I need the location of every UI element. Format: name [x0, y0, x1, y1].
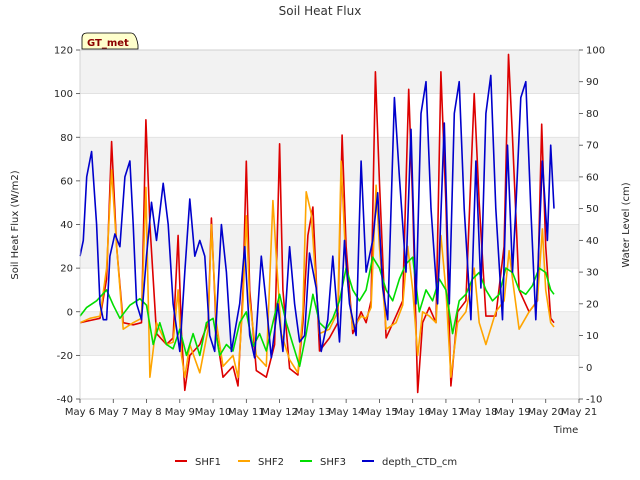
y-right-tick-label: 20 [586, 299, 599, 310]
y-right-tick-label: -10 [586, 395, 602, 406]
y-tick-label: 20 [60, 264, 73, 275]
y-tick-label: 120 [54, 46, 73, 57]
y-axis-title: Soil Heat Flux (W/m2) [10, 170, 21, 279]
site-label: GT_met [87, 38, 129, 49]
y-axis-title-right: Water Level (cm) [621, 182, 632, 267]
legend-label-shf2: SHF2 [258, 457, 284, 468]
x-tick-label: May 15 [361, 407, 398, 418]
x-tick-label: May 17 [428, 407, 465, 418]
series-line-shf1 [79, 53, 555, 394]
y-right-tick-label: 80 [586, 109, 599, 120]
plot-band [80, 224, 579, 269]
y-right-tick-label: 90 [586, 77, 599, 88]
x-axis-title: Time [553, 425, 578, 436]
legend-label-depth-ctd-cm: depth_CTD_cm [382, 457, 457, 468]
y-tick-label: 100 [54, 89, 73, 100]
plot-band [80, 137, 579, 181]
x-tick-label: May 16 [394, 407, 431, 418]
site-label-box: GT_met [81, 32, 139, 50]
y-right-tick-label: 10 [586, 331, 599, 342]
y-right-tick-label: 100 [586, 46, 605, 57]
x-tick-label: May 6 [65, 407, 95, 418]
x-tick-label: May 19 [494, 407, 531, 418]
site-label-shape [81, 32, 139, 50]
x-tick-label: May 14 [328, 407, 365, 418]
series-lines [79, 53, 555, 394]
x-tick-label: May 10 [195, 407, 232, 418]
y-right-tick-label: 60 [586, 172, 599, 183]
legend: SHF1 SHF2 SHF3 depth_CTD_cm [175, 457, 457, 468]
y-right-tick-label: 50 [586, 204, 599, 215]
chart-title: Soil Heat Flux [279, 4, 362, 18]
y-right-tick-label: 70 [586, 141, 599, 152]
x-tick-label: May 13 [295, 407, 332, 418]
y-right-tick-label: 30 [586, 268, 599, 279]
x-tick-label: May 11 [228, 407, 265, 418]
y-tick-label: 80 [60, 133, 73, 144]
legend-label-shf1: SHF1 [195, 457, 221, 468]
y-tick-label: 60 [60, 176, 73, 187]
legend-label-shf3: SHF3 [320, 457, 346, 468]
x-tick-label: May 18 [461, 407, 498, 418]
y-axis-right: -10 0 10 20 30 40 50 60 70 80 90 100 [579, 46, 605, 406]
y-right-tick-label: 40 [586, 236, 599, 247]
y-axis-left: -40 -20 0 20 40 60 80 100 120 [54, 46, 80, 406]
y-tick-label: -20 [57, 351, 73, 362]
x-tick-label: May 21 [561, 407, 598, 418]
x-tick-label: May 20 [527, 407, 564, 418]
x-tick-label: May 7 [98, 407, 128, 418]
x-tick-label: May 12 [261, 407, 298, 418]
y-tick-label: -40 [57, 395, 73, 406]
y-tick-label: 40 [60, 220, 73, 231]
series-line-depth-ctd-cm [79, 74, 555, 359]
plot-background-bands [80, 50, 579, 356]
x-tick-label: May 9 [165, 407, 195, 418]
x-tick-label: May 8 [131, 407, 161, 418]
y-right-tick-label: 0 [586, 363, 592, 374]
plot-band [80, 50, 579, 94]
y-tick-label: 0 [67, 307, 73, 318]
